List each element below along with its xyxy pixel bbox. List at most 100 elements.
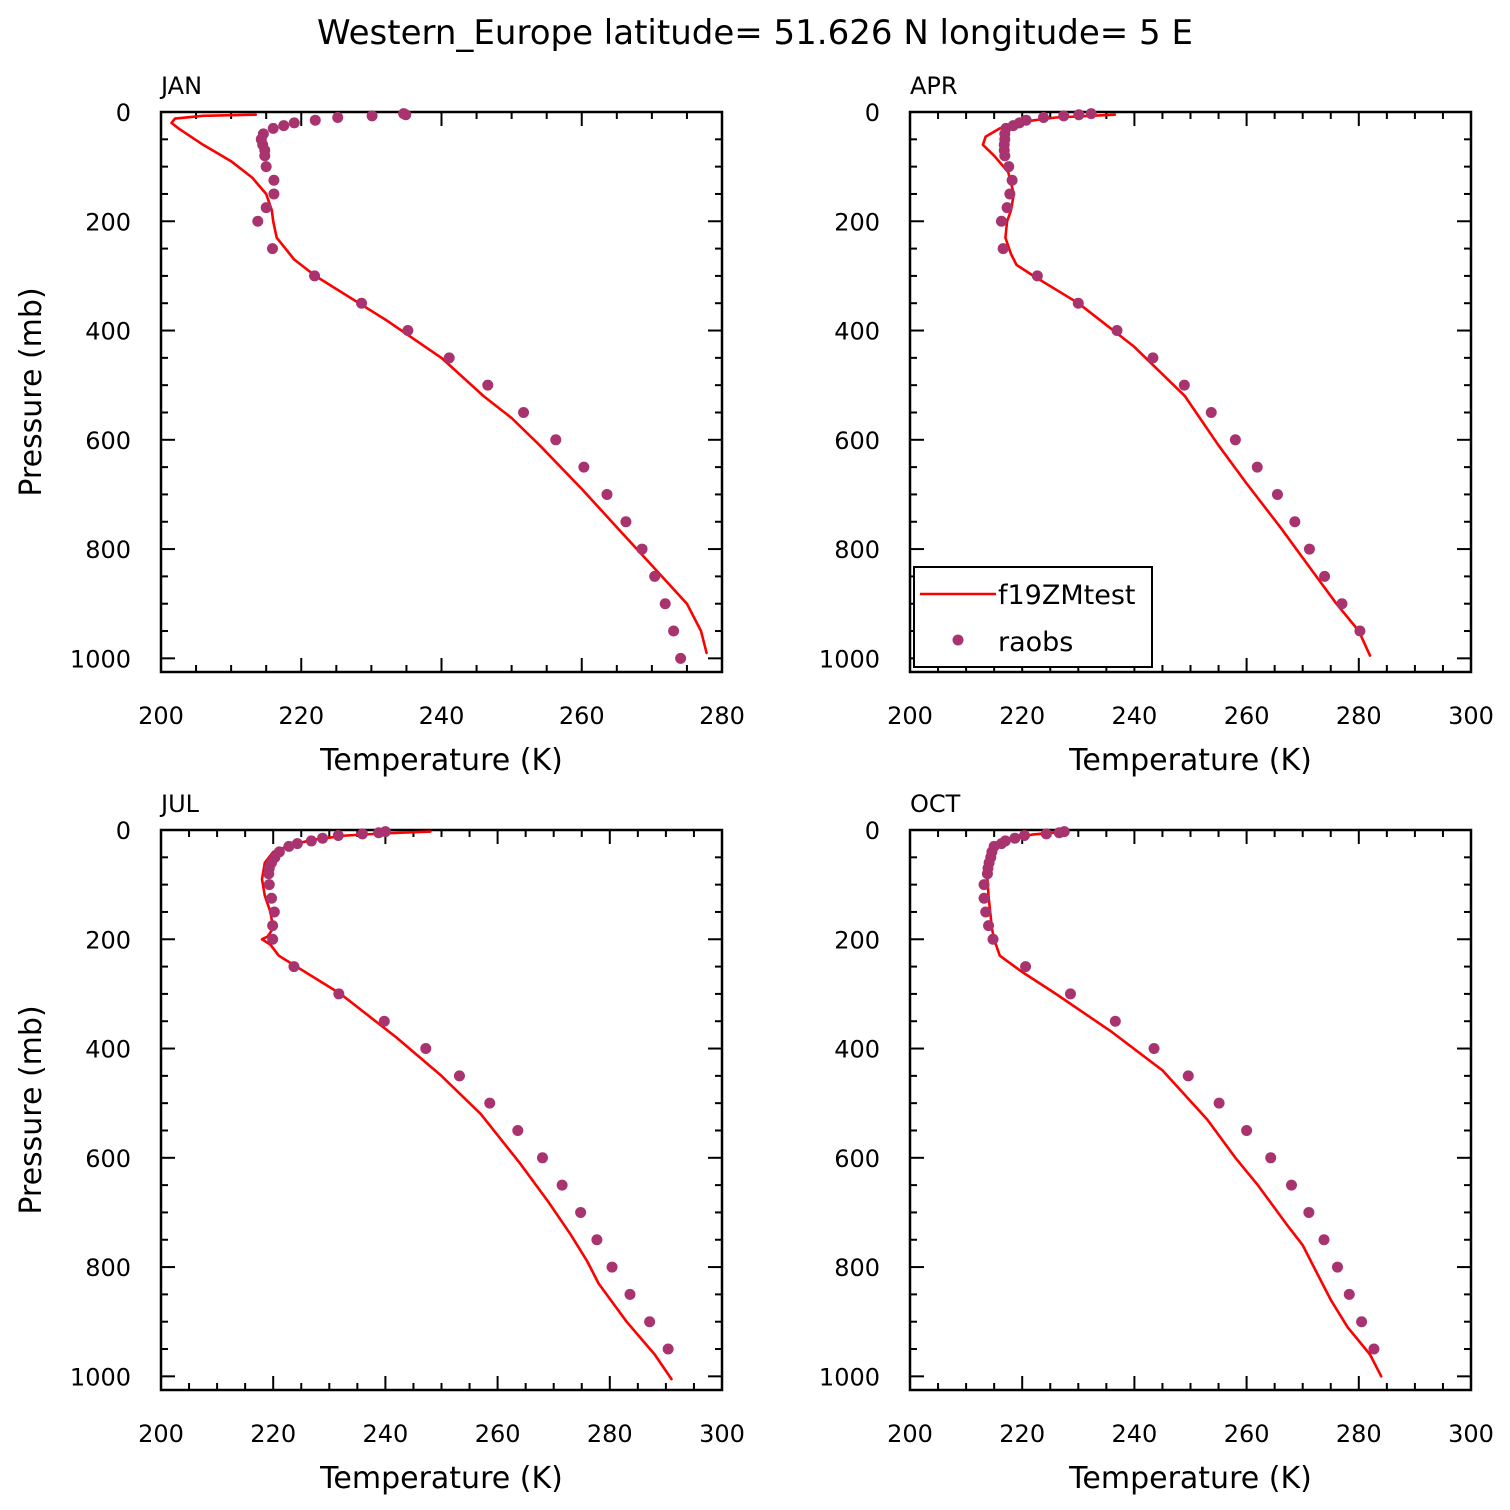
raobs-point — [333, 988, 345, 1000]
y-tick-label: 800 — [85, 1254, 131, 1282]
raobs-point — [1336, 598, 1348, 610]
raobs-point — [1003, 161, 1015, 173]
y-tick-label: 600 — [834, 427, 880, 455]
raobs-point — [317, 832, 329, 844]
raobs-point — [309, 114, 321, 126]
raobs-point — [1064, 988, 1076, 1000]
raobs-point — [378, 1015, 390, 1027]
raobs-point — [400, 109, 412, 121]
y-tick-label: 600 — [834, 1145, 880, 1173]
legend-box — [913, 566, 1153, 668]
figure-title: Western_Europe latitude= 51.626 N longit… — [317, 13, 1193, 53]
raobs-point — [556, 1179, 568, 1191]
raobs-point — [1318, 1234, 1330, 1246]
x-axis-label: Temperature (K) — [1068, 743, 1312, 778]
raobs-point — [1178, 379, 1190, 391]
raobs-point — [268, 174, 280, 186]
y-tick-label: 400 — [85, 318, 131, 346]
y-tick-label: 0 — [865, 99, 880, 127]
raobs-point — [1368, 1343, 1380, 1355]
x-tick-label: 280 — [699, 702, 745, 730]
raobs-point — [1354, 625, 1366, 637]
y-tick-label: 1000 — [819, 1363, 880, 1391]
raobs-point — [266, 243, 278, 255]
model-profile-line — [981, 113, 1372, 657]
raobs-point — [983, 920, 995, 932]
plot-area — [981, 108, 1372, 657]
raobs-point — [1009, 832, 1021, 844]
x-tick-label: 300 — [699, 1420, 745, 1448]
raobs-point — [356, 297, 368, 309]
raobs-point — [1085, 108, 1097, 120]
raobs-point — [252, 215, 264, 227]
raobs-point — [536, 1152, 548, 1164]
raobs-point — [1265, 1152, 1277, 1164]
raobs-point — [1053, 827, 1065, 839]
raobs-point — [512, 1124, 524, 1136]
x-tick-label: 280 — [587, 1420, 633, 1448]
y-tick-label: 600 — [85, 1145, 131, 1173]
raobs-point — [1040, 828, 1052, 840]
raobs-point — [1303, 543, 1315, 555]
panel-label: OCT — [910, 790, 961, 818]
model-profile-line — [170, 113, 708, 655]
x-tick-label: 260 — [475, 1420, 521, 1448]
raobs-point — [987, 933, 999, 945]
y-tick-label: 200 — [85, 926, 131, 954]
raobs-point — [601, 488, 613, 500]
raobs-point — [305, 835, 317, 847]
raobs-point — [1229, 434, 1241, 446]
raobs-point — [606, 1261, 618, 1273]
y-tick-label: 1000 — [70, 1363, 131, 1391]
raobs-point — [978, 892, 990, 904]
x-tick-label: 240 — [419, 702, 465, 730]
raobs-point — [1018, 829, 1030, 841]
raobs-point — [575, 1206, 587, 1218]
x-tick-label: 240 — [1111, 1420, 1157, 1448]
panel-label: JAN — [159, 72, 202, 100]
raobs-point — [1343, 1288, 1355, 1300]
y-axis-label: Pressure (mb) — [14, 1005, 49, 1214]
raobs-point — [675, 652, 687, 664]
raobs-point — [1303, 1206, 1315, 1218]
y-tick-label: 400 — [834, 1036, 880, 1064]
raobs-point — [980, 906, 992, 918]
raobs-point — [260, 202, 272, 214]
raobs-point — [978, 879, 990, 891]
raobs-point — [1147, 352, 1159, 364]
raobs-point — [620, 516, 632, 528]
raobs-point — [1001, 202, 1013, 214]
x-tick-label: 220 — [250, 1420, 296, 1448]
y-tick-label: 200 — [834, 208, 880, 236]
raobs-point — [1006, 174, 1018, 186]
y-tick-label: 600 — [85, 427, 131, 455]
y-tick-label: 800 — [85, 536, 131, 564]
y-tick-label: 800 — [834, 536, 880, 564]
panel-jan: 200 220 240 260 280 0 200 400 600 800 1000 Temperat… — [14, 72, 745, 778]
raobs-point — [259, 150, 271, 162]
raobs-point — [1319, 570, 1331, 582]
raobs-point — [332, 829, 344, 841]
raobs-point — [659, 598, 671, 610]
raobs-point — [662, 1343, 674, 1355]
y-tick-label: 1000 — [70, 645, 131, 673]
raobs-point — [283, 840, 295, 852]
raobs-point — [518, 406, 530, 418]
legend-model-label: f19ZMtest — [998, 580, 1136, 611]
raobs-point — [1213, 1097, 1225, 1109]
panel-oct: 200 220 240 260 280 300 0 200 400 600 800 1000 Tempe… — [819, 790, 1494, 1496]
raobs-point — [366, 110, 378, 122]
raobs-point — [1072, 297, 1084, 309]
raobs-point — [309, 270, 321, 282]
y-tick-label: 200 — [834, 926, 880, 954]
x-tick-label: 220 — [999, 1420, 1045, 1448]
raobs-point — [260, 161, 272, 173]
raobs-point — [1109, 1015, 1121, 1027]
raobs-point — [1251, 461, 1263, 473]
panel-jul: 200 220 240 260 280 300 0 200 400 600 800 1000 Tempe… — [14, 790, 745, 1496]
raobs-point — [1285, 1179, 1297, 1191]
x-tick-label: 260 — [1224, 702, 1270, 730]
raobs-point — [1205, 406, 1217, 418]
raobs-point — [267, 920, 279, 932]
